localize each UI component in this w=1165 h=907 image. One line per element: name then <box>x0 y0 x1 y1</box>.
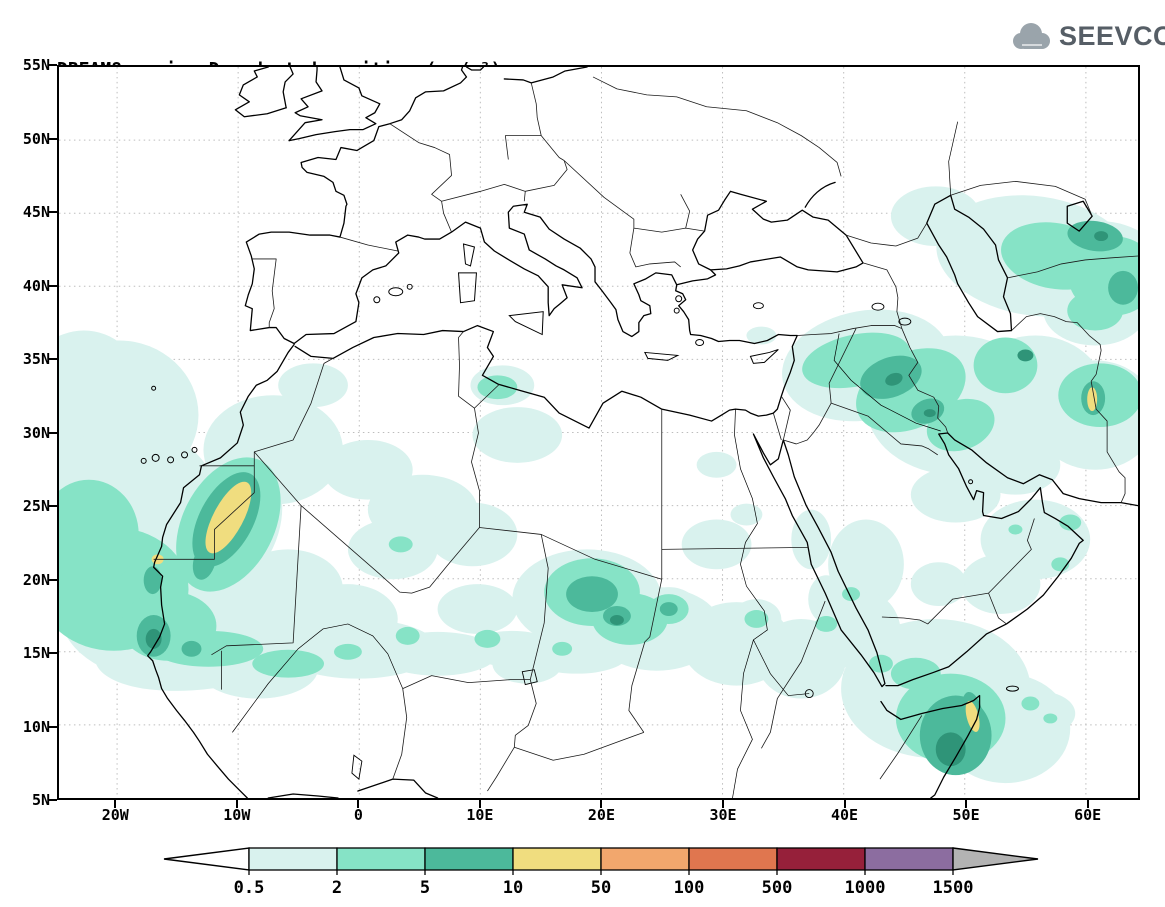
lat-tick-label: 40N <box>22 276 50 295</box>
lon-tick-label: 20W <box>101 806 129 824</box>
lat-tick-label: 20N <box>22 570 50 589</box>
lon-tick-mark <box>965 800 968 808</box>
lat-tick-label: 30N <box>22 423 50 442</box>
colorbar-segment <box>248 847 338 871</box>
lat-tick-label: 25N <box>22 497 50 515</box>
lon-tick-label: 0 <box>353 806 363 824</box>
lon-tick-label: 10E <box>466 806 494 824</box>
colorbar-value-label: 100 <box>673 878 705 898</box>
lat-tick-label: 15N <box>22 644 50 662</box>
lon-tick-mark <box>114 800 117 808</box>
country-borders <box>153 76 1138 792</box>
lat-tick-mark <box>49 799 57 801</box>
lon-tick-label: 40E <box>830 806 859 824</box>
lat-tick-mark <box>49 137 57 140</box>
lat-tick-mark <box>49 211 57 213</box>
lon-tick-mark <box>600 800 603 808</box>
coastlines <box>147 67 1138 798</box>
colorbar: 0.5 2 5 10 50 100 500 1000 1500 <box>161 844 1041 902</box>
lat-tick-mark <box>49 725 57 728</box>
lat-tick-mark <box>49 64 57 66</box>
colorbar-value-label: 10 <box>502 878 524 898</box>
colorbar-arrow <box>952 847 1039 871</box>
lon-tick-mark <box>357 800 360 808</box>
colorbar-scale <box>163 847 1039 875</box>
dust-level-5-10-core-layer <box>145 231 1109 767</box>
map-plot <box>59 67 1138 798</box>
lat-tick-mark <box>49 358 57 360</box>
lat-tick-mark <box>49 431 57 434</box>
lat-tick-label: 55N <box>22 56 50 74</box>
lon-tick-label: 60E <box>1074 806 1102 824</box>
lon-tick-mark <box>1086 800 1089 808</box>
colorbar-value-label: 500 <box>761 878 793 898</box>
lon-tick-mark <box>843 800 846 808</box>
colorbar-value-label: 1500 <box>932 878 974 898</box>
lat-tick-label: 45N <box>22 203 50 221</box>
colorbar-segment <box>424 847 514 871</box>
lon-tick-mark <box>722 800 724 808</box>
islands <box>140 243 1019 692</box>
dust-deposition-layer <box>59 186 1138 784</box>
lat-tick-mark <box>49 578 57 581</box>
lat-tick-mark <box>49 284 57 287</box>
colorbar-segment <box>336 847 426 871</box>
lat-tick-label: 5N <box>31 791 50 809</box>
lat-tick-label: 10N <box>22 717 50 736</box>
lon-tick-label: 30E <box>709 806 737 824</box>
colorbar-segment <box>688 847 778 871</box>
colorbar-segment <box>600 847 690 871</box>
lon-tick-label: 20E <box>587 806 615 824</box>
map-area <box>57 65 1140 800</box>
lat-tick-label: 35N <box>22 350 50 368</box>
lon-tick-mark <box>478 800 481 808</box>
lakes <box>351 302 912 780</box>
lon-tick-label: 10W <box>223 806 251 824</box>
lat-tick-mark <box>49 505 57 507</box>
dust-level-10-50-layer <box>151 387 1098 732</box>
colorbar-value-label: 5 <box>419 878 431 898</box>
colorbar-value-label: 2 <box>331 878 343 898</box>
rivers <box>232 121 959 798</box>
colorbar-value-label: 50 <box>590 878 612 898</box>
colorbar-arrow <box>163 847 250 871</box>
lat-tick-mark <box>49 652 57 654</box>
seevccc-logo: SEEVCCC <box>1008 20 1165 52</box>
colorbar-value-label: 1000 <box>844 878 886 898</box>
colorbar-segment <box>512 847 602 871</box>
lat-tick-label: 50N <box>22 129 50 148</box>
logo-text: SEEVCCC <box>1059 20 1165 51</box>
lon-tick-label: 50E <box>952 806 980 824</box>
colorbar-segment <box>864 847 954 871</box>
colorbar-segment <box>776 847 866 871</box>
colorbar-value-label: 0.5 <box>233 878 265 898</box>
cloud-icon <box>1013 23 1050 49</box>
lon-tick-mark <box>235 800 238 808</box>
